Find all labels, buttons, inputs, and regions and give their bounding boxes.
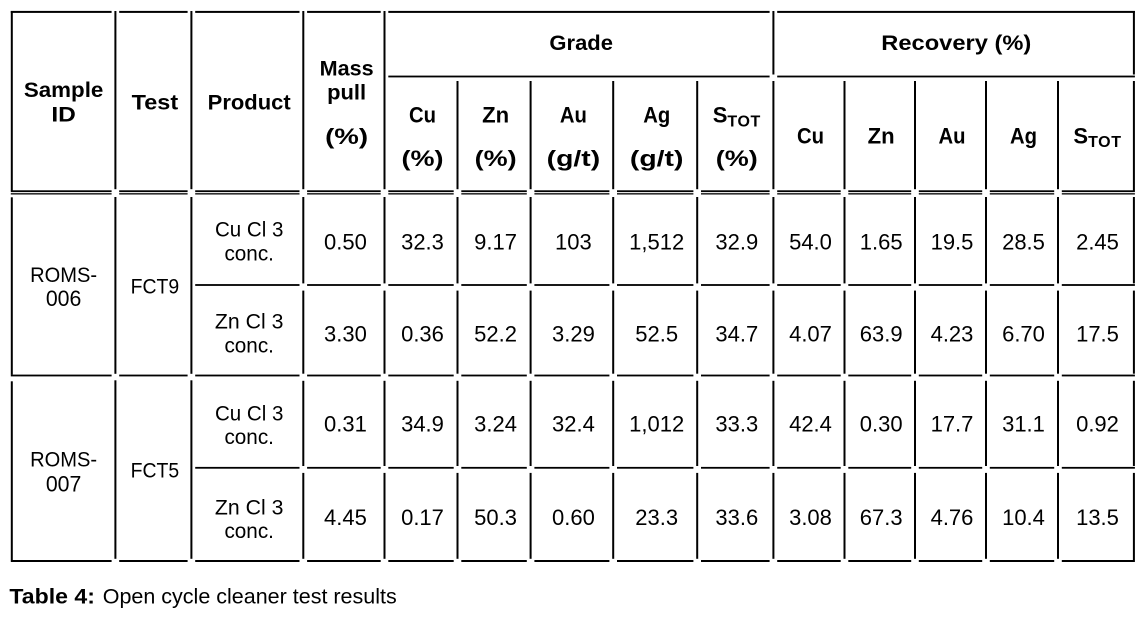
svg-text:Mass: Mass: [320, 56, 374, 80]
svg-text:Cu: Cu: [797, 124, 824, 149]
svg-text:conc.: conc.: [224, 335, 274, 358]
svg-text:2.45: 2.45: [1076, 230, 1119, 255]
svg-text:0.50: 0.50: [324, 230, 367, 255]
svg-text:0.60: 0.60: [552, 505, 595, 530]
svg-text:63.9: 63.9: [860, 321, 903, 346]
svg-text:0.92: 0.92: [1076, 411, 1119, 436]
svg-text:Test: Test: [132, 91, 179, 115]
svg-text:4.07: 4.07: [789, 321, 832, 346]
svg-text:103: 103: [555, 230, 592, 255]
svg-text:Table 4: Open cycle cleaner te: Table 4: Open cycle cleaner test results: [9, 585, 396, 609]
svg-text:28.5: 28.5: [1002, 230, 1045, 255]
svg-text:Cu Cl 3: Cu Cl 3: [215, 403, 284, 426]
svg-text:9.17: 9.17: [474, 230, 517, 255]
svg-text:52.5: 52.5: [635, 321, 678, 346]
svg-text:31.1: 31.1: [1002, 411, 1045, 436]
svg-text:FCT5: FCT5: [131, 459, 180, 482]
svg-text:Product: Product: [208, 91, 291, 115]
svg-text:3.24: 3.24: [474, 411, 517, 436]
svg-text:52.2: 52.2: [474, 321, 517, 346]
svg-text:FCT9: FCT9: [131, 275, 180, 298]
svg-text:conc.: conc.: [224, 520, 274, 543]
svg-text:(g/t): (g/t): [630, 146, 684, 171]
svg-text:32.9: 32.9: [715, 230, 758, 255]
svg-text:1.65: 1.65: [860, 230, 903, 255]
svg-text:Zn: Zn: [482, 102, 509, 127]
svg-text:ROMS-: ROMS-: [30, 448, 97, 471]
svg-text:50.3: 50.3: [474, 505, 517, 530]
svg-text:32.4: 32.4: [552, 411, 595, 436]
svg-text:1,012: 1,012: [629, 411, 684, 436]
svg-text:1,512: 1,512: [629, 230, 684, 255]
svg-text:pull: pull: [327, 81, 366, 105]
svg-text:Recovery (%): Recovery (%): [881, 31, 1031, 55]
svg-text:17.5: 17.5: [1076, 321, 1119, 346]
svg-text:Au: Au: [560, 102, 587, 127]
svg-text:ID: ID: [51, 103, 76, 127]
svg-text:32.3: 32.3: [401, 230, 444, 255]
svg-text:42.4: 42.4: [789, 411, 832, 436]
svg-text:Zn: Zn: [868, 124, 895, 149]
svg-text:Ag: Ag: [643, 102, 670, 127]
svg-text:0.17: 0.17: [401, 505, 444, 530]
svg-text:conc.: conc.: [224, 426, 274, 449]
svg-text:3.29: 3.29: [552, 321, 595, 346]
svg-text:ROMS-: ROMS-: [30, 264, 97, 287]
svg-text:006: 006: [46, 286, 82, 311]
svg-text:17.7: 17.7: [931, 411, 974, 436]
svg-text:Grade: Grade: [549, 31, 613, 55]
svg-text:(%): (%): [325, 124, 368, 149]
svg-text:4.23: 4.23: [931, 321, 974, 346]
svg-text:(%): (%): [475, 146, 517, 171]
svg-text:34.7: 34.7: [715, 321, 758, 346]
svg-text:13.5: 13.5: [1076, 505, 1119, 530]
svg-text:Cu Cl 3: Cu Cl 3: [215, 219, 284, 242]
svg-text:(%): (%): [716, 146, 758, 171]
svg-text:Zn Cl 3: Zn Cl 3: [215, 311, 284, 334]
svg-text:0.31: 0.31: [324, 411, 367, 436]
svg-text:3.30: 3.30: [324, 321, 367, 346]
svg-text:33.3: 33.3: [715, 411, 758, 436]
svg-text:Au: Au: [939, 124, 966, 149]
svg-text:54.0: 54.0: [789, 230, 832, 255]
svg-text:67.3: 67.3: [860, 505, 903, 530]
svg-text:10.4: 10.4: [1002, 505, 1045, 530]
svg-text:conc.: conc.: [224, 243, 274, 266]
svg-text:Sample: Sample: [24, 78, 104, 102]
svg-text:0.36: 0.36: [401, 321, 444, 346]
svg-text:6.70: 6.70: [1002, 321, 1045, 346]
svg-text:33.6: 33.6: [715, 505, 758, 530]
svg-text:0.30: 0.30: [860, 411, 903, 436]
svg-text:4.76: 4.76: [931, 505, 974, 530]
svg-text:Cu: Cu: [409, 102, 436, 127]
svg-text:007: 007: [46, 471, 82, 496]
svg-text:Ag: Ag: [1010, 124, 1037, 149]
svg-text:(%): (%): [402, 146, 444, 171]
svg-text:23.3: 23.3: [635, 505, 678, 530]
svg-text:Zn Cl 3: Zn Cl 3: [215, 497, 284, 520]
svg-text:4.45: 4.45: [324, 505, 367, 530]
svg-text:3.08: 3.08: [789, 505, 832, 530]
svg-text:19.5: 19.5: [931, 230, 974, 255]
svg-text:34.9: 34.9: [401, 411, 444, 436]
svg-text:(g/t): (g/t): [547, 146, 601, 171]
